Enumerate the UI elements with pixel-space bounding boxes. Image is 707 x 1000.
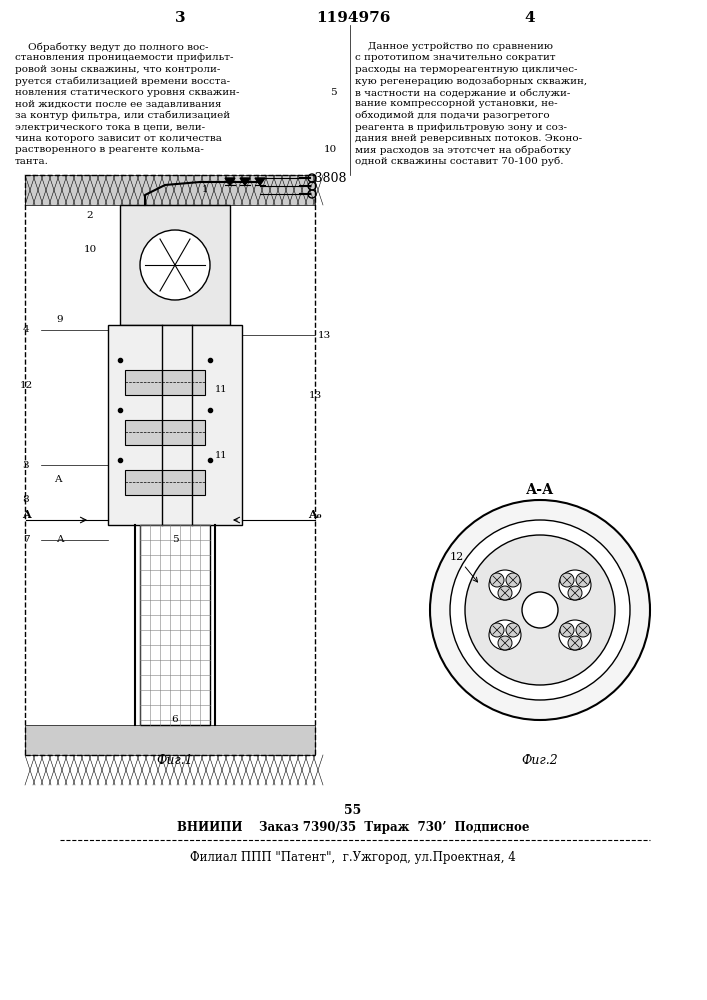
Text: 6: 6 [172, 716, 178, 724]
Text: 2: 2 [87, 211, 93, 220]
Text: 3: 3 [23, 460, 29, 470]
Circle shape [506, 623, 520, 637]
Ellipse shape [559, 570, 591, 600]
Text: в частности на содержание и обслужи-: в частности на содержание и обслужи- [355, 88, 571, 98]
Text: 55: 55 [344, 804, 361, 816]
Text: 10: 10 [324, 145, 337, 154]
Text: 8: 8 [23, 495, 29, 504]
Text: 12: 12 [450, 552, 477, 582]
Circle shape [560, 573, 574, 587]
Ellipse shape [489, 620, 521, 650]
Text: реагента в прифильтровую зону и соз-: реагента в прифильтровую зону и соз- [355, 122, 567, 131]
Text: 11: 11 [215, 450, 228, 460]
Text: 1: 1 [202, 186, 208, 194]
Text: Обработку ведут до полного вос-: Обработку ведут до полного вос- [15, 42, 209, 51]
Circle shape [576, 573, 590, 587]
Text: 11: 11 [215, 385, 228, 394]
Circle shape [490, 623, 504, 637]
Circle shape [450, 520, 630, 700]
Bar [25, 725, 315, 755]
Ellipse shape [489, 570, 521, 600]
Circle shape [140, 230, 210, 300]
Text: A₀: A₀ [308, 509, 322, 520]
Text: ной жидкости после ее задавливания: ной жидкости после ее задавливания [15, 100, 221, 108]
Text: А-А: А-А [526, 483, 554, 497]
Bar [120, 205, 230, 325]
Text: руется стабилизацией времени восста-: руется стабилизацией времени восста- [15, 77, 230, 86]
Text: 3: 3 [175, 11, 185, 25]
Text: ВНИИПИ    Заказ 7390/35  Тираж  730ʼ  Подписное: ВНИИПИ Заказ 7390/35 Тираж 730ʼ Подписно… [177, 822, 530, 834]
Circle shape [576, 623, 590, 637]
Text: Филиал ППП "Патент",  г.Ужгород, ул.Проектная, 4: Филиал ППП "Патент", г.Ужгород, ул.Проек… [190, 850, 516, 863]
Text: 13: 13 [308, 390, 322, 399]
Circle shape [568, 586, 582, 600]
Text: 1194976: 1194976 [316, 11, 390, 25]
Text: 5: 5 [330, 88, 337, 97]
Text: ∼ 3808: ∼ 3808 [300, 172, 346, 184]
Circle shape [506, 573, 520, 587]
Circle shape [430, 500, 650, 720]
Text: ровой зоны скважины, что контроли-: ровой зоны скважины, что контроли- [15, 65, 221, 74]
Bar [25, 175, 315, 205]
Polygon shape [225, 178, 235, 185]
Text: обходимой для подачи разогретого: обходимой для подачи разогретого [355, 111, 549, 120]
Text: 10: 10 [83, 245, 97, 254]
Circle shape [465, 535, 615, 685]
Text: Данное устройство по сравнению: Данное устройство по сравнению [355, 42, 553, 51]
Circle shape [498, 636, 512, 650]
Circle shape [568, 636, 582, 650]
Ellipse shape [559, 620, 591, 650]
Text: 4: 4 [525, 11, 535, 25]
Text: A: A [22, 509, 30, 520]
Text: 9: 9 [57, 316, 64, 324]
Text: Фиг.2: Фиг.2 [522, 754, 559, 766]
Bar [125, 470, 205, 495]
Bar [108, 325, 242, 525]
Text: за контур фильтра, или стабилизацией: за контур фильтра, или стабилизацией [15, 111, 230, 120]
Text: мия расходов за этотсчет на обработку: мия расходов за этотсчет на обработку [355, 145, 571, 155]
Circle shape [522, 592, 558, 628]
Bar [140, 525, 210, 725]
Circle shape [490, 573, 504, 587]
Text: кую регенерацию водозаборных скважин,: кую регенерацию водозаборных скважин, [355, 77, 587, 86]
Text: электрического тока в цепи, вели-: электрического тока в цепи, вели- [15, 122, 205, 131]
Circle shape [560, 623, 574, 637]
Text: с прототипом значительно сократит: с прототипом значительно сократит [355, 53, 556, 62]
Text: одной скважины составит 70-100 руб.: одной скважины составит 70-100 руб. [355, 157, 563, 166]
Bar [125, 370, 205, 395]
Text: A: A [57, 536, 64, 544]
Text: становления проницаемости прифильт-: становления проницаемости прифильт- [15, 53, 233, 62]
Polygon shape [240, 178, 250, 185]
Text: растворенного в реагенте кольма-: растворенного в реагенте кольма- [15, 145, 204, 154]
Text: чина которого зависит от количества: чина которого зависит от количества [15, 134, 222, 143]
Polygon shape [255, 178, 265, 185]
Circle shape [498, 586, 512, 600]
Text: вание компрессорной установки, не-: вание компрессорной установки, не- [355, 100, 558, 108]
Text: 4: 4 [23, 326, 29, 334]
Text: 13: 13 [318, 330, 332, 340]
Text: танта.: танта. [15, 157, 49, 166]
Text: расходы на термореагентную цикличес-: расходы на термореагентную цикличес- [355, 65, 578, 74]
Text: 12: 12 [19, 380, 33, 389]
Text: Фиг.1: Фиг.1 [157, 754, 194, 766]
Text: дания вней реверсивных потоков. Эконо-: дания вней реверсивных потоков. Эконо- [355, 134, 582, 143]
Bar [125, 420, 205, 445]
Text: 5: 5 [172, 536, 178, 544]
Text: 7: 7 [23, 536, 29, 544]
Text: новления статического уровня скважин-: новления статического уровня скважин- [15, 88, 240, 97]
Text: A: A [54, 476, 62, 485]
